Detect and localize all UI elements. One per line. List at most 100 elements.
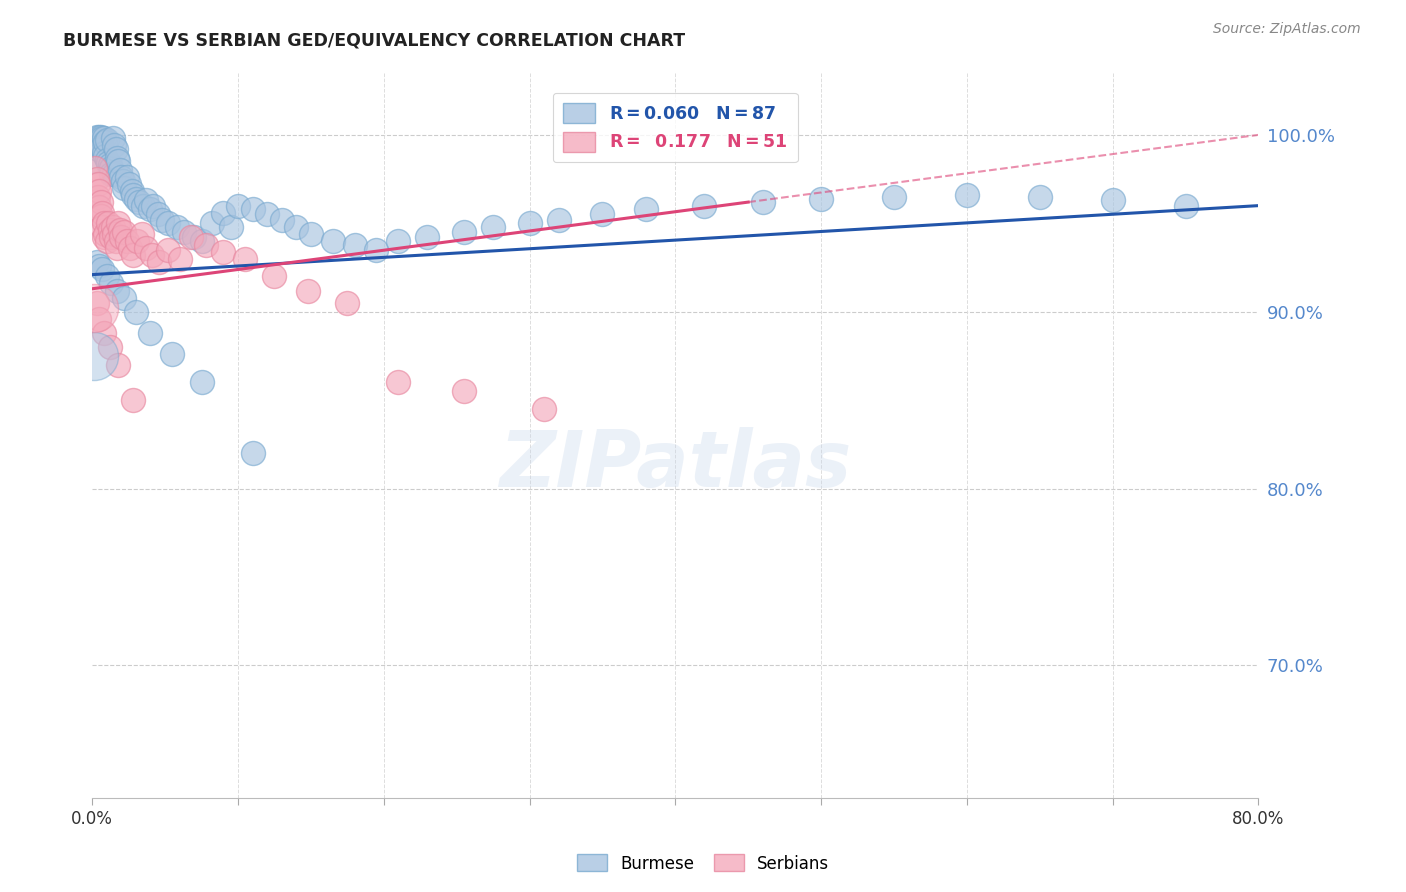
- Point: [194, 237, 217, 252]
- Point: [453, 225, 475, 239]
- Point: [90, 138, 112, 153]
- Point: [117, 178, 139, 192]
- Point: [93, 145, 115, 160]
- Point: [150, 212, 173, 227]
- Point: [89, 185, 111, 199]
- Point: [98, 223, 121, 237]
- Point: [91, 205, 114, 219]
- Point: [84, 161, 107, 176]
- Point: [693, 199, 716, 213]
- Point: [112, 225, 135, 239]
- Point: [131, 227, 153, 241]
- Point: [519, 216, 541, 230]
- Point: [94, 135, 117, 149]
- Point: [120, 241, 142, 255]
- Point: [336, 296, 359, 310]
- Point: [122, 248, 145, 262]
- Point: [108, 163, 131, 178]
- Point: [103, 227, 125, 241]
- Point: [366, 243, 388, 257]
- Point: [112, 291, 135, 305]
- Text: Source: ZipAtlas.com: Source: ZipAtlas.com: [1213, 22, 1361, 37]
- Point: [141, 248, 163, 262]
- Point: [416, 230, 439, 244]
- Point: [190, 376, 212, 390]
- Point: [233, 252, 256, 266]
- Point: [256, 207, 278, 221]
- Point: [180, 230, 202, 244]
- Point: [86, 172, 108, 186]
- Point: [146, 207, 169, 221]
- Point: [533, 402, 555, 417]
- Point: [90, 209, 112, 223]
- Point: [156, 243, 179, 257]
- Point: [125, 192, 148, 206]
- Point: [297, 284, 319, 298]
- Point: [89, 129, 111, 144]
- Point: [87, 142, 110, 156]
- Point: [810, 192, 832, 206]
- Point: [112, 181, 135, 195]
- Point: [219, 219, 242, 234]
- Point: [135, 194, 157, 208]
- Point: [91, 219, 114, 234]
- Point: [107, 216, 129, 230]
- Point: [100, 230, 122, 244]
- Point: [107, 358, 129, 372]
- Point: [83, 349, 105, 363]
- Point: [162, 347, 184, 361]
- Point: [98, 158, 121, 172]
- Point: [87, 133, 110, 147]
- Point: [91, 262, 114, 277]
- Point: [482, 219, 505, 234]
- Point: [105, 151, 128, 165]
- Point: [591, 207, 613, 221]
- Point: [104, 142, 127, 156]
- Point: [108, 223, 131, 237]
- Point: [93, 131, 115, 145]
- Point: [97, 216, 120, 230]
- Point: [956, 188, 979, 202]
- Point: [104, 234, 127, 248]
- Point: [547, 212, 569, 227]
- Point: [86, 129, 108, 144]
- Point: [127, 234, 149, 248]
- Point: [139, 326, 162, 340]
- Point: [1101, 194, 1123, 208]
- Point: [100, 277, 122, 291]
- Point: [285, 219, 308, 234]
- Legend: $\mathbf{R = 0.060}$   $\mathbf{N = 87}$, $\mathbf{R =\ \ 0.177}$   $\mathbf{N =: $\mathbf{R = 0.060}$ $\mathbf{N = 87}$, …: [553, 93, 797, 162]
- Point: [226, 199, 249, 213]
- Point: [242, 446, 264, 460]
- Point: [121, 185, 143, 199]
- Point: [752, 195, 775, 210]
- Point: [100, 167, 122, 181]
- Point: [97, 156, 120, 170]
- Point: [90, 195, 112, 210]
- Point: [100, 161, 122, 176]
- Point: [156, 216, 179, 230]
- Point: [128, 195, 150, 210]
- Point: [122, 393, 145, 408]
- Text: ZIPatlas: ZIPatlas: [499, 426, 852, 502]
- Point: [93, 326, 115, 340]
- Point: [122, 188, 145, 202]
- Point: [148, 255, 170, 269]
- Point: [190, 234, 212, 248]
- Point: [135, 241, 157, 255]
- Point: [343, 237, 366, 252]
- Point: [142, 199, 165, 213]
- Point: [111, 174, 134, 188]
- Point: [96, 153, 118, 167]
- Point: [94, 227, 117, 241]
- Text: BURMESE VS SERBIAN GED/EQUIVALENCY CORRELATION CHART: BURMESE VS SERBIAN GED/EQUIVALENCY CORRE…: [63, 31, 685, 49]
- Point: [183, 230, 205, 244]
- Point: [322, 234, 344, 248]
- Point: [125, 304, 148, 318]
- Point: [242, 202, 264, 216]
- Point: [110, 170, 132, 185]
- Point: [173, 225, 195, 239]
- Point: [1029, 190, 1052, 204]
- Point: [86, 255, 108, 269]
- Point: [169, 252, 191, 266]
